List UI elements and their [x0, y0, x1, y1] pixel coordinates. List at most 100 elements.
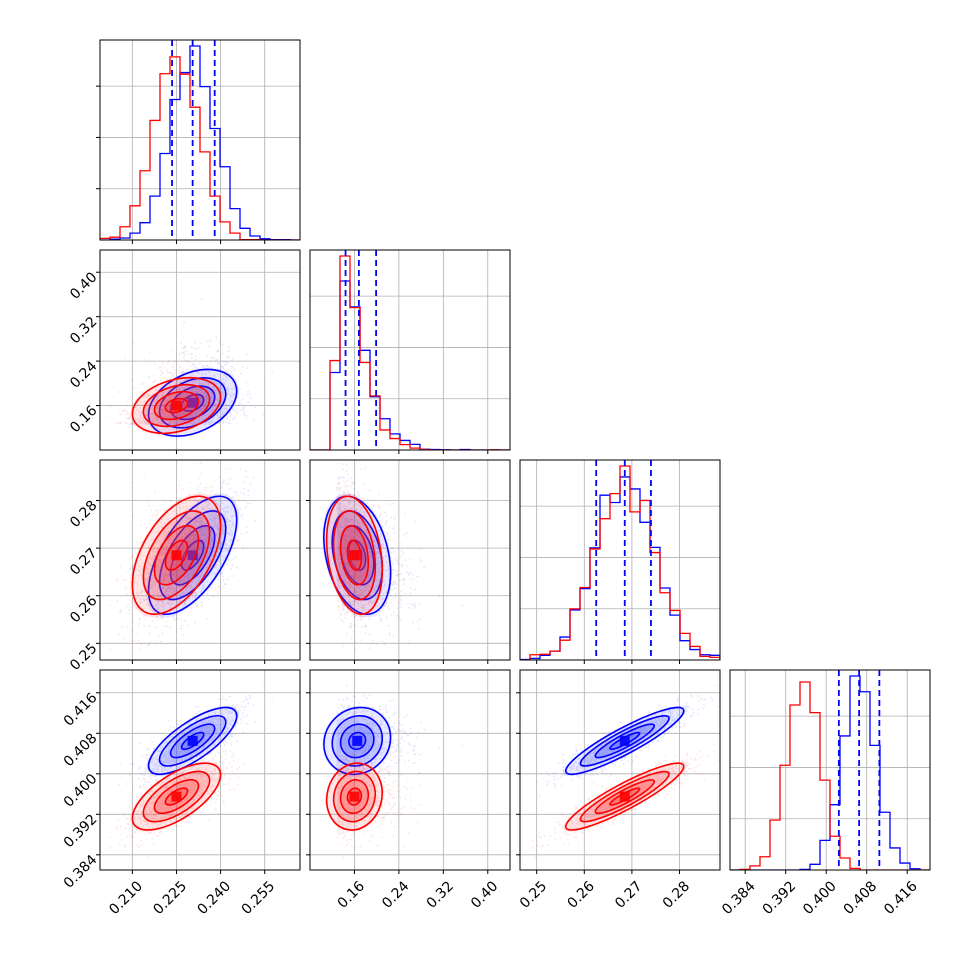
x-tick-label: 0.32	[424, 878, 457, 911]
histogram-marks	[730, 670, 930, 870]
contour-2-1	[164, 787, 189, 806]
x-tick-label: 0.16	[335, 878, 368, 911]
histogram-series-1	[100, 45, 300, 240]
density-peak-2	[171, 791, 182, 802]
axes-frame	[99, 249, 301, 451]
contour-2-2	[339, 524, 370, 586]
contour-2-1	[346, 539, 363, 571]
contour-1-2	[169, 723, 216, 759]
histogram-marks	[520, 460, 720, 660]
histogram-panel-1	[96, 39, 301, 244]
contour-2-1	[609, 787, 641, 806]
histogram-series-2	[520, 465, 720, 660]
axes-frame	[519, 669, 721, 871]
contour-1-2	[594, 723, 656, 759]
contour-1-2	[339, 723, 375, 759]
contour-2-3	[579, 770, 670, 823]
density-peak-2	[171, 400, 182, 411]
contour-1-4	[147, 706, 238, 776]
y-tick-label: 0.27	[67, 545, 100, 578]
axes-frame	[309, 669, 511, 871]
contour-2-4	[564, 762, 685, 831]
histogram-panel-2	[309, 249, 511, 454]
scatter-panel-4-3	[516, 669, 721, 874]
contour-2-4	[325, 762, 383, 831]
y-tick-label: 0.24	[67, 358, 100, 391]
x-tick-label: 0.27	[612, 878, 645, 911]
x-tick-label: 0.26	[565, 878, 598, 911]
y-tick-label: 0.384	[61, 852, 101, 892]
contour-1-4	[323, 706, 392, 776]
axes-frame	[309, 459, 511, 661]
contour-2-2	[153, 390, 200, 421]
x-tick-label: 0.240	[195, 878, 235, 918]
x-tick-label: 0.225	[150, 878, 190, 918]
scatter-marks	[108, 684, 273, 859]
x-tick-label: 0.255	[239, 878, 279, 918]
contour-1-3	[331, 715, 384, 767]
contour-2-3	[142, 510, 211, 601]
contour-2-4	[131, 762, 222, 831]
contour-2-3	[142, 383, 211, 428]
y-tick-label: 0.25	[67, 641, 100, 674]
density-peak-2	[349, 791, 360, 802]
scatter-panel-4-2	[306, 669, 511, 874]
y-tick-label: 0.416	[61, 690, 101, 730]
histogram-panel-3	[519, 459, 721, 664]
histogram-panel-4	[729, 669, 931, 874]
density-peak-1	[187, 550, 198, 561]
contour-2-3	[142, 770, 211, 823]
density-peak-2	[171, 550, 182, 561]
x-tick-label: 0.210	[106, 878, 146, 918]
scatter-panel-4-1	[96, 669, 301, 874]
axes-frame	[729, 669, 931, 871]
x-tick-label: 0.408	[841, 878, 881, 918]
contour-1-1	[180, 731, 205, 751]
x-tick-label: 0.24	[379, 878, 412, 911]
y-tick-label: 0.392	[61, 811, 101, 851]
axes-frame	[99, 459, 301, 661]
scatter-marks	[108, 462, 273, 651]
histogram-marks	[310, 250, 510, 450]
axes-frame	[99, 669, 301, 871]
contour-2-3	[332, 770, 377, 823]
x-tick-label: 0.400	[800, 878, 840, 918]
contour-2-4	[325, 495, 383, 616]
y-tick-label: 0.26	[67, 593, 100, 626]
axes-frame	[99, 39, 301, 241]
contour-2-1	[346, 787, 363, 806]
contour-2-2	[339, 779, 370, 815]
axes-frame	[519, 459, 721, 661]
density-peak-1	[352, 735, 363, 746]
x-tick-label: 0.384	[719, 878, 759, 918]
density-peak-2	[619, 791, 630, 802]
histogram-series-1	[520, 476, 720, 660]
x-tick-label: 0.28	[660, 878, 693, 911]
scatter-panel-2-1	[96, 249, 301, 454]
histogram-series-2	[310, 255, 510, 450]
x-tick-label: 0.25	[517, 878, 550, 911]
scatter-panel-3-1	[96, 459, 301, 664]
density-peak-1	[187, 397, 198, 408]
y-tick-label: 0.400	[61, 771, 101, 811]
density-peak-1	[619, 735, 630, 746]
y-tick-label: 0.28	[67, 498, 100, 531]
y-tick-label: 0.16	[67, 403, 100, 436]
contour-1-1	[180, 539, 205, 571]
contour-2-1	[164, 397, 189, 414]
contour-2-2	[153, 779, 200, 815]
x-tick-label: 0.40	[468, 878, 501, 911]
histogram-marks	[100, 40, 300, 240]
contour-1-3	[158, 715, 227, 767]
histogram-series-2	[730, 681, 930, 870]
contour-1-3	[579, 715, 670, 767]
contour-1-4	[564, 706, 685, 776]
contour-2-4	[131, 495, 222, 616]
y-tick-label: 0.32	[67, 314, 100, 347]
x-tick-label: 0.392	[760, 878, 800, 918]
contour-1-1	[609, 731, 641, 751]
axes-frame	[309, 249, 511, 451]
y-tick-label: 0.408	[61, 730, 101, 770]
y-tick-label: 0.40	[67, 269, 100, 302]
scatter-marks	[322, 684, 464, 859]
